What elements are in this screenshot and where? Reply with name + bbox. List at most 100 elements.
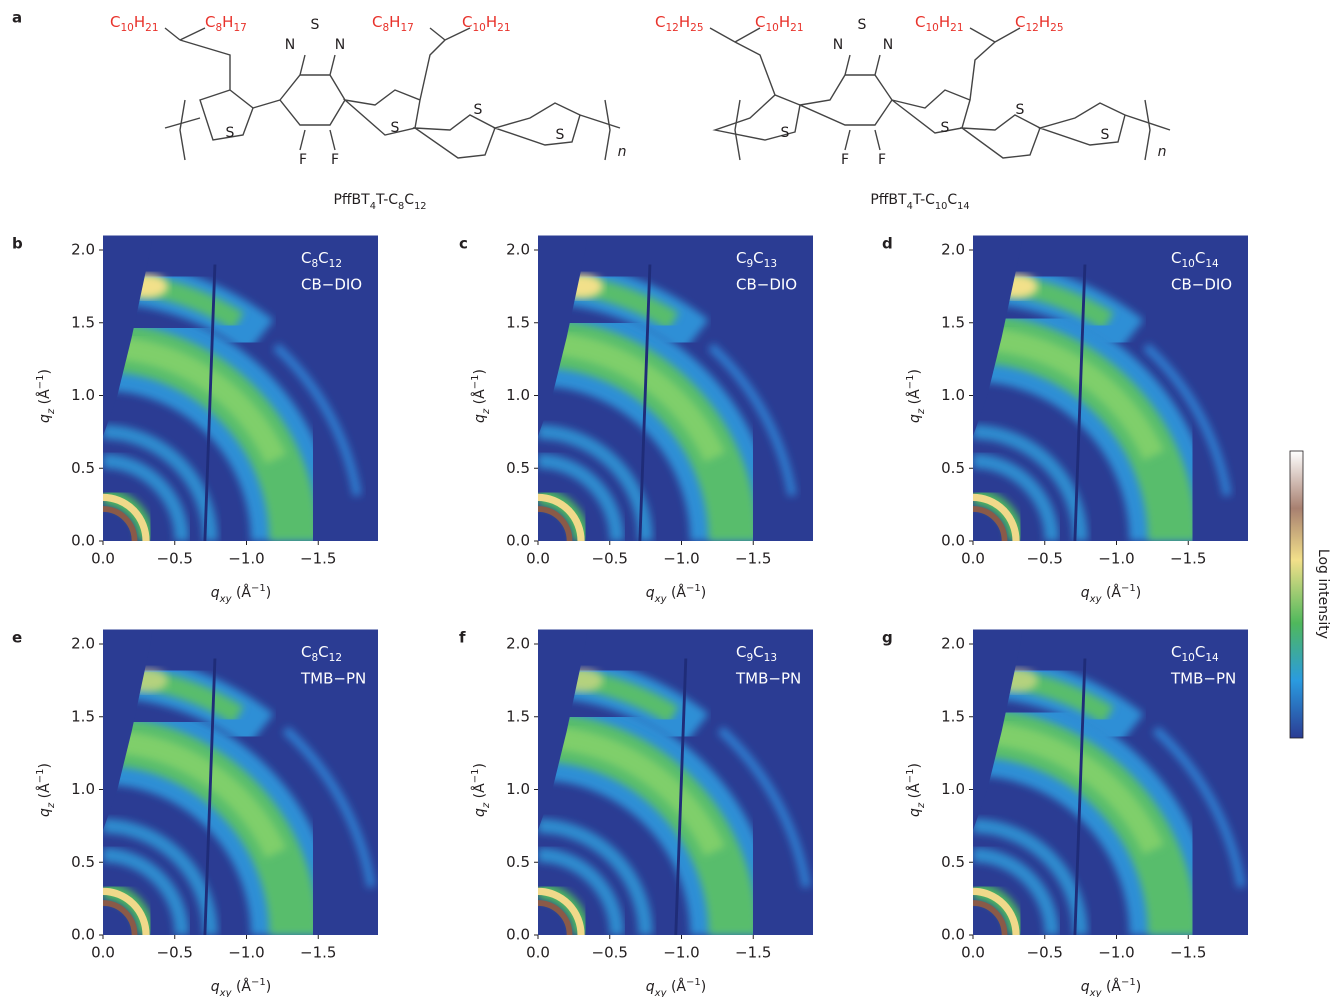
axis-label-part: (Å [471,783,488,803]
axis-label: qz (Å−1) [35,369,57,423]
x-tick-label: −1.0 [1098,550,1134,568]
axis-label-part: (Å [232,584,252,601]
axis-label: qz (Å−1) [905,369,927,423]
axis-label: qxy (Å−1) [1081,583,1141,605]
axis-label-part: xy [219,594,233,605]
y-tick-label: 1.5 [941,707,965,725]
atom-label: S [311,17,320,33]
y-tick-label: 0.0 [71,532,95,550]
axis-label-part: −1 [35,375,46,390]
atom-label: S [941,120,950,136]
axis-label-part: q [1081,585,1090,601]
panel-letter: f [459,629,466,647]
y-tick-label: 0.5 [506,459,530,477]
axis-label-part: (Å [471,389,488,409]
x-tick-label: −1.0 [228,944,264,962]
colorbar-label: Log intensity [1315,549,1331,639]
x-tick-label: 0.0 [91,944,115,962]
x-tick-label: −0.5 [157,944,193,962]
atom-label: S [391,120,400,136]
panel-letter: g [882,629,893,647]
axis-label-part: q [37,808,53,817]
atom-label: S [226,125,235,141]
y-tick-label: 0.5 [941,459,965,477]
x-tick-label: 0.0 [961,944,985,962]
axis-label: qxy (Å−1) [646,583,706,605]
axis-label-part: q [907,808,923,817]
axis-label-part: q [1081,979,1090,995]
panel-letter: a [12,9,22,27]
axis-label-part: (Å [1102,584,1122,601]
axis-label: qxy (Å−1) [646,977,706,997]
atom-label: n [1158,144,1167,160]
y-tick-label: 0.0 [941,926,965,944]
axis-label-part: −1 [470,375,481,390]
axis-label-part: q [211,979,220,995]
colorbar [1290,451,1303,738]
axis-label-part: (Å [36,783,53,803]
y-tick-label: 1.5 [506,313,530,331]
atom-label: n [618,144,627,160]
atom-label: F [299,152,307,168]
y-tick-label: 2.0 [71,241,95,259]
axis-label-part: ) [472,369,488,374]
axis-label-part: q [472,808,488,817]
y-tick-label: 0.5 [506,853,530,871]
axis-label-part: ) [37,369,53,374]
x-tick-label: −1.0 [1098,944,1134,962]
formula: C10H21 [110,13,159,35]
axis-label-part: q [211,585,220,601]
y-tick-label: 2.0 [506,241,530,259]
panel-letter: e [12,629,22,647]
axis-label-part: −1 [1121,977,1136,988]
axis-label-part: ) [1136,979,1141,995]
axis-label-part: (Å [906,389,923,409]
x-tick-label: −1.5 [300,944,336,962]
atom-label: S [781,125,790,141]
atom-label: N [883,37,893,53]
x-tick-label: −0.5 [592,550,628,568]
solvent-label: TMB−PN [735,670,801,688]
solvent-label: CB−DIO [1171,276,1232,294]
solvent-label: CB−DIO [736,276,797,294]
figure: aC10H21C8H17C8H17C10H21SNNSSSSFFnPffBT4T… [0,0,1335,997]
y-tick-label: 1.5 [506,707,530,725]
x-tick-label: −1.0 [228,550,264,568]
y-tick-label: 2.0 [941,635,965,653]
y-tick-label: 0.5 [71,853,95,871]
atom-label: N [833,37,843,53]
axis-label: qz (Å−1) [470,369,492,423]
x-tick-label: −1.5 [300,550,336,568]
axis-label-part: ) [37,763,53,768]
atom-label: S [858,17,867,33]
atom-label: S [556,127,565,143]
formula: C8H17 [372,13,414,35]
x-tick-label: −0.5 [157,550,193,568]
atom-label: S [1101,127,1110,143]
panel-letter: b [12,235,23,253]
y-tick-label: 1.5 [71,707,95,725]
axis-label-part: (Å [232,978,252,995]
formula: C8H17 [205,13,247,35]
atom-label: S [1016,102,1025,118]
panel-letter: d [882,235,893,253]
atom-label: N [285,37,295,53]
axis-label-part: q [646,979,655,995]
molecule-drawings [165,28,1170,160]
x-tick-label: −1.0 [663,550,699,568]
atom-label: F [878,152,886,168]
axis-label: qz (Å−1) [470,763,492,817]
formula: C10H21 [915,13,964,35]
atom-label: F [331,152,339,168]
axis-label-part: −1 [1121,583,1136,594]
axis-label-part: −1 [470,769,481,784]
x-tick-label: 0.0 [961,550,985,568]
solvent-label: TMB−PN [1170,670,1236,688]
formula: C12H25 [1015,13,1064,35]
axis-label: qxy (Å−1) [211,583,271,605]
x-tick-label: −1.5 [1170,550,1206,568]
x-tick-label: 0.0 [91,550,115,568]
x-tick-label: −0.5 [592,944,628,962]
axis-label-part: xy [1089,988,1103,997]
y-tick-label: 1.0 [506,386,530,404]
